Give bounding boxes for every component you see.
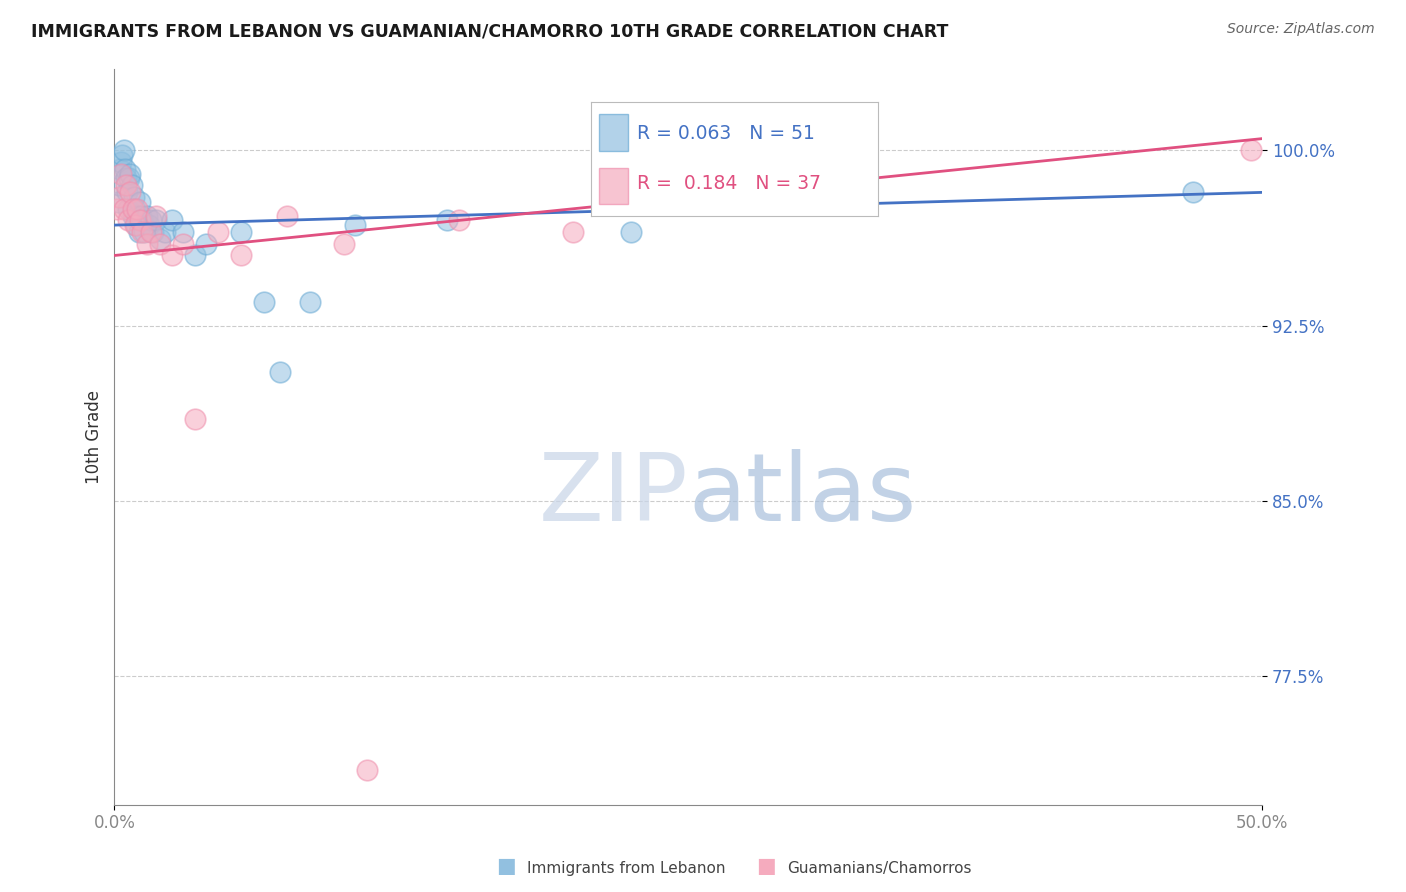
Point <box>131 213 153 227</box>
Point <box>128 213 150 227</box>
Point <box>142 225 165 239</box>
Point <box>117 213 139 227</box>
Point <box>128 194 150 209</box>
Text: ■: ■ <box>756 856 776 876</box>
Point <box>138 218 160 232</box>
Point <box>145 213 167 227</box>
Point <box>108 161 131 176</box>
Point <box>108 190 131 204</box>
Point <box>129 209 152 223</box>
Point <box>120 167 142 181</box>
Point <box>333 236 356 251</box>
Point <box>207 225 229 239</box>
Point <box>127 209 149 223</box>
Point <box>195 236 218 251</box>
Point <box>135 209 157 223</box>
Point <box>172 236 194 251</box>
Point <box>620 225 643 239</box>
Point <box>172 225 194 239</box>
Point <box>114 161 136 176</box>
Point <box>121 202 143 216</box>
Point <box>447 213 470 227</box>
Point <box>269 365 291 379</box>
Point <box>356 763 378 777</box>
Text: Source: ZipAtlas.com: Source: ZipAtlas.com <box>1227 22 1375 37</box>
Point <box>562 225 585 239</box>
Point <box>184 412 207 426</box>
Point <box>128 225 150 239</box>
Point <box>122 190 145 204</box>
Point <box>436 213 458 227</box>
Point <box>149 232 172 246</box>
Text: ZIP: ZIP <box>538 450 688 541</box>
Point <box>118 171 141 186</box>
Point <box>1182 186 1205 200</box>
Point <box>112 144 135 158</box>
Point <box>1239 144 1261 158</box>
Point <box>139 213 162 227</box>
Point <box>124 218 146 232</box>
Point <box>125 218 148 232</box>
Point <box>298 295 321 310</box>
Point <box>229 225 252 239</box>
Point <box>124 202 146 216</box>
Text: ■: ■ <box>496 856 516 876</box>
Point <box>121 209 143 223</box>
Point <box>110 155 132 169</box>
Point <box>115 171 138 186</box>
Point <box>344 218 367 232</box>
Point <box>117 202 139 216</box>
Point <box>229 248 252 262</box>
Y-axis label: 10th Grade: 10th Grade <box>86 390 103 483</box>
Point <box>115 178 138 193</box>
Point <box>121 178 143 193</box>
Point <box>112 202 135 216</box>
Point <box>105 202 128 216</box>
Point <box>111 148 134 162</box>
Point <box>276 209 298 223</box>
Point <box>135 236 157 251</box>
Point <box>139 225 162 239</box>
Point <box>153 225 176 239</box>
Point <box>134 225 156 239</box>
Point <box>120 186 142 200</box>
Point <box>107 194 129 209</box>
Point <box>145 209 167 223</box>
Point <box>252 295 274 310</box>
Text: Immigrants from Lebanon: Immigrants from Lebanon <box>527 861 725 876</box>
Point <box>108 178 131 193</box>
Point <box>160 248 183 262</box>
Text: atlas: atlas <box>688 450 917 541</box>
Point <box>115 186 138 200</box>
Point <box>131 225 153 239</box>
Point <box>127 202 149 216</box>
Point <box>110 167 132 181</box>
Point <box>184 248 207 262</box>
Text: IMMIGRANTS FROM LEBANON VS GUAMANIAN/CHAMORRO 10TH GRADE CORRELATION CHART: IMMIGRANTS FROM LEBANON VS GUAMANIAN/CHA… <box>31 22 948 40</box>
Text: Guamanians/Chamorros: Guamanians/Chamorros <box>787 861 972 876</box>
Point <box>149 236 172 251</box>
Point <box>160 213 183 227</box>
